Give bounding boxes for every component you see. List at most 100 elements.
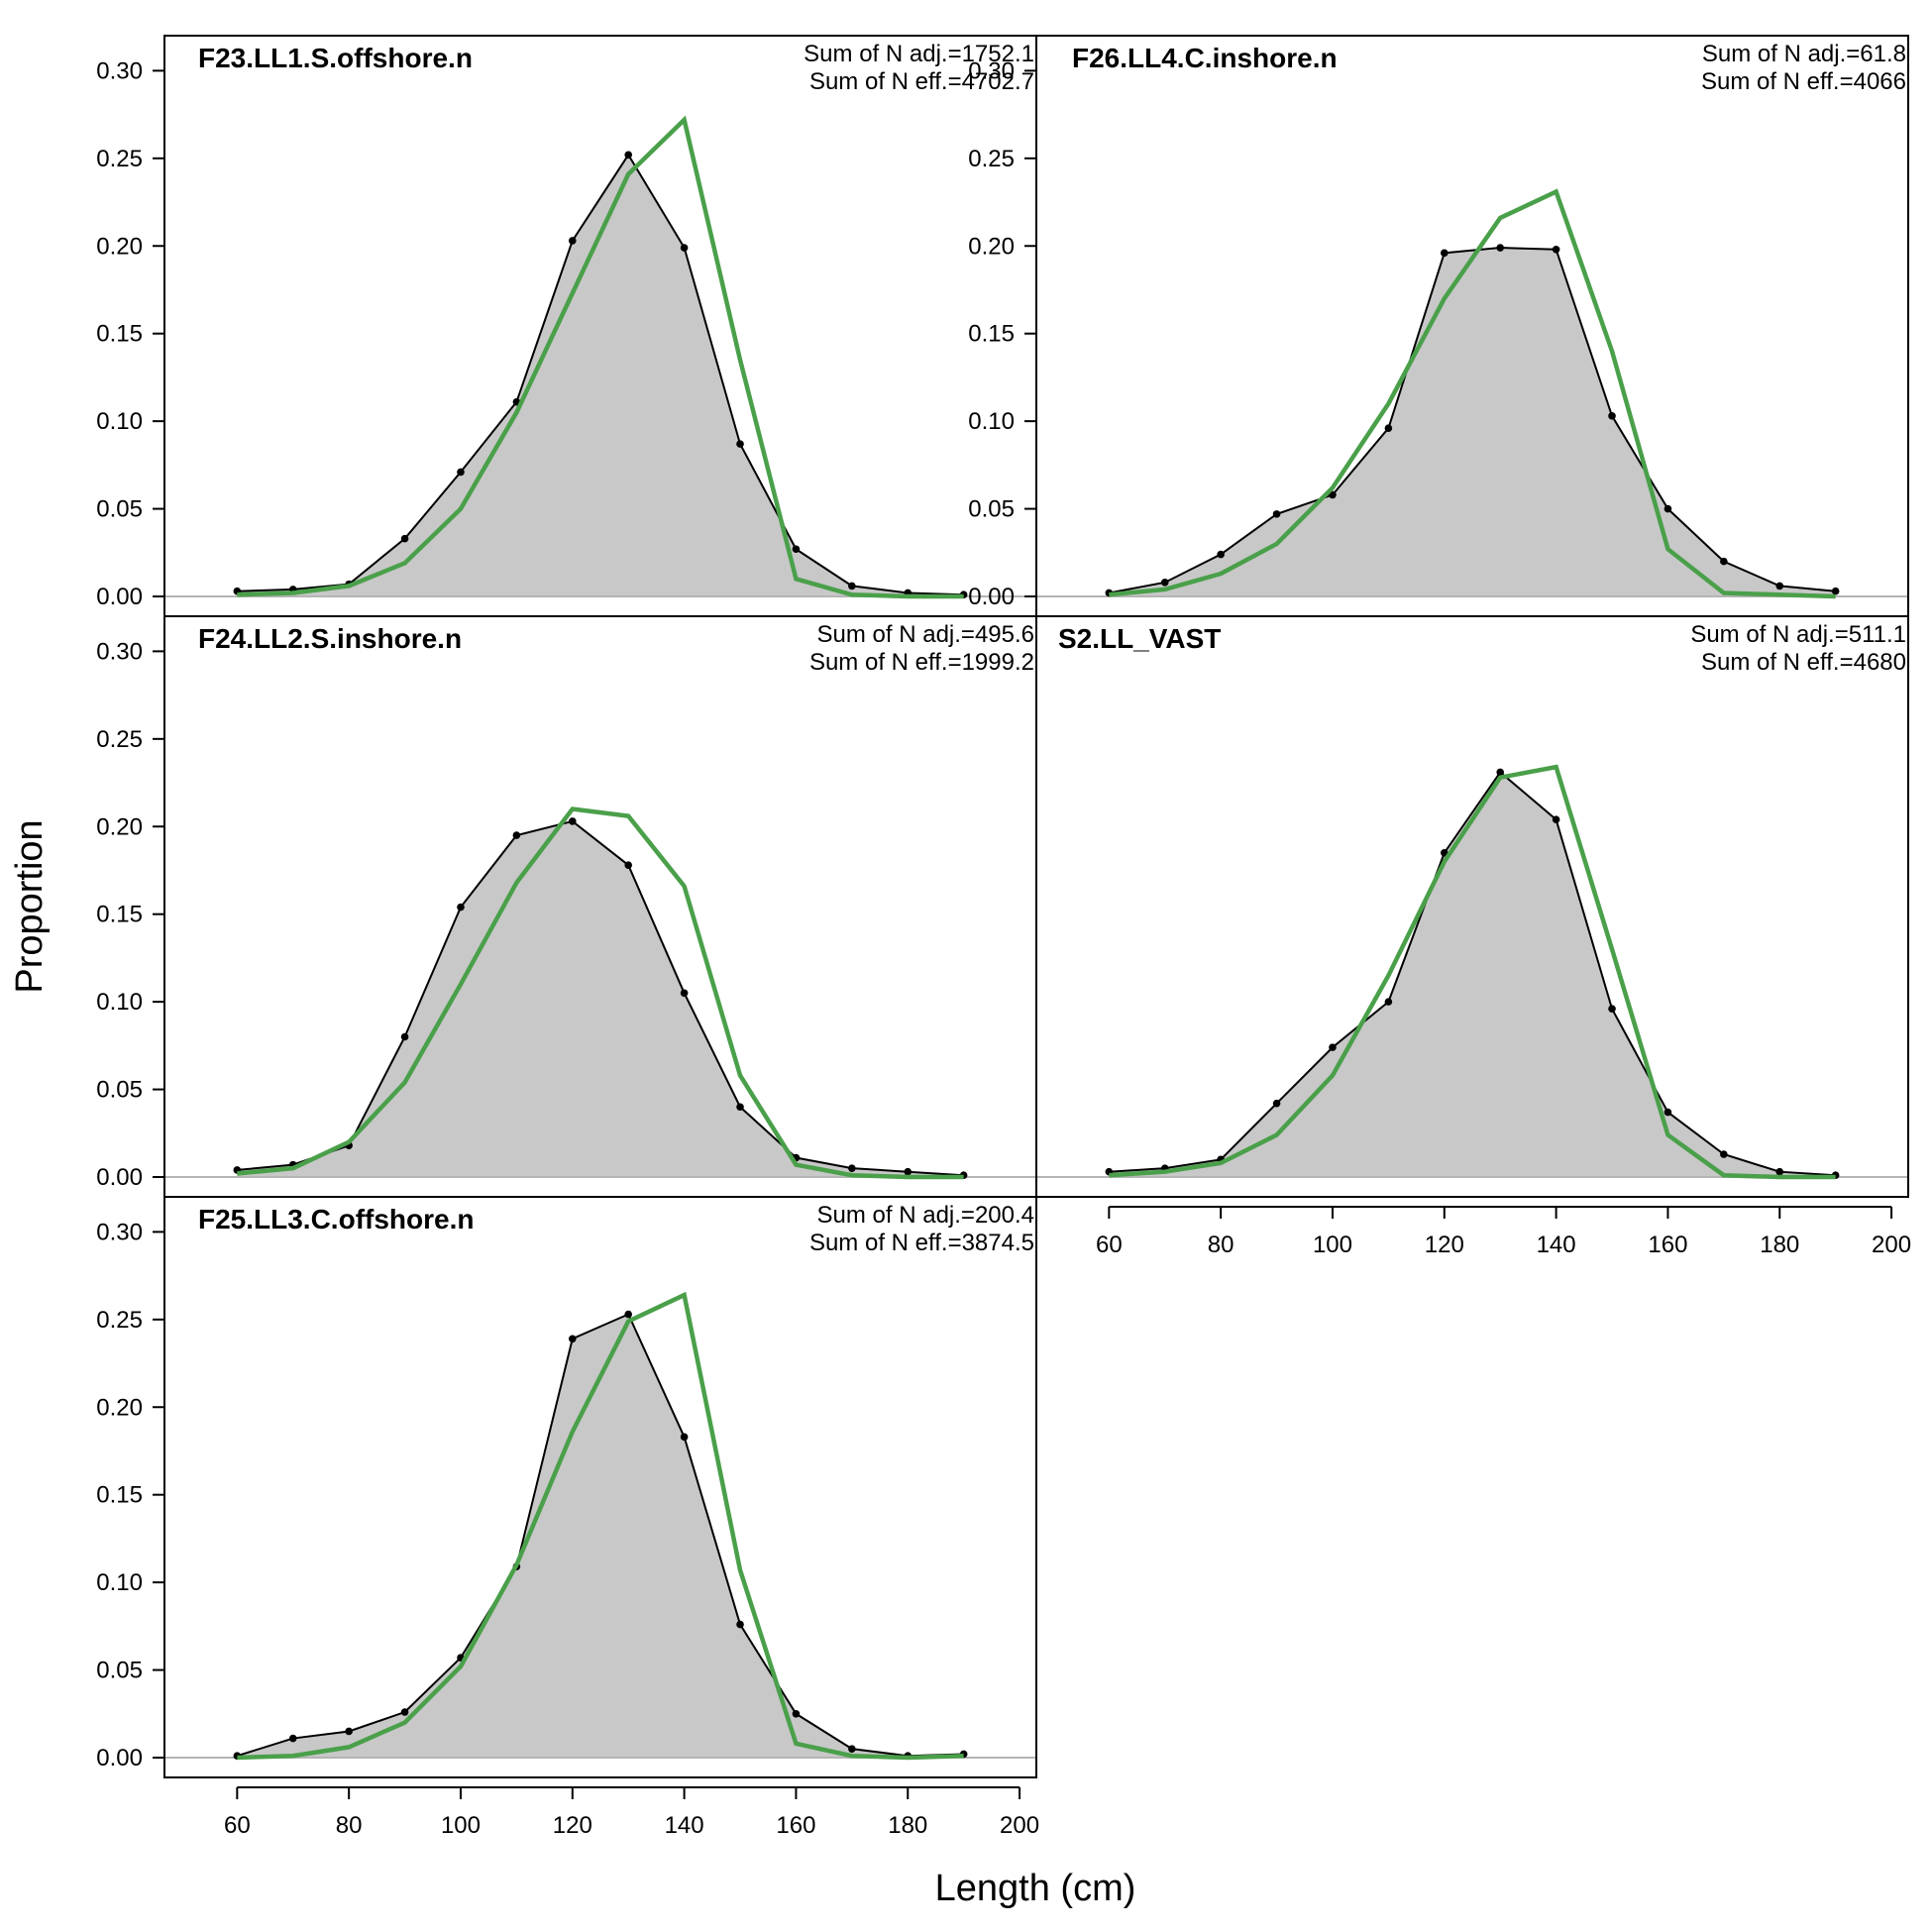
observed-point xyxy=(736,1103,744,1112)
x-tick-label: 180 xyxy=(888,1812,927,1839)
observed-point xyxy=(1775,1167,1784,1176)
observed-point xyxy=(1440,848,1449,857)
y-tick-label: 0.00 xyxy=(968,584,1015,610)
y-tick-label: 0.10 xyxy=(96,989,143,1016)
y-tick-label: 0.20 xyxy=(968,233,1015,260)
panel-title: F23.LL1.S.offshore.n xyxy=(198,43,473,73)
observed-point xyxy=(848,1745,856,1753)
y-tick-label: 0.30 xyxy=(968,57,1015,84)
observed-area xyxy=(1109,248,1836,597)
observed-point xyxy=(680,989,689,998)
observed-point xyxy=(736,1620,744,1629)
observed-point xyxy=(1664,504,1672,513)
observed-point xyxy=(1608,1005,1616,1013)
panel-title: F24.LL2.S.inshore.n xyxy=(198,623,462,654)
observed-point xyxy=(1384,424,1393,433)
x-axis-label: Length (cm) xyxy=(935,1868,1136,1909)
sum-n-adj: Sum of N adj.=1752.1 xyxy=(804,41,1034,67)
observed-point xyxy=(904,1167,912,1176)
x-tick-label: 60 xyxy=(1096,1232,1123,1258)
observed-point xyxy=(1496,244,1505,252)
observed-point xyxy=(512,831,521,839)
y-tick-label: 0.25 xyxy=(96,726,143,753)
panel-5: 0.00 0.05 0.10 0.15 0.20 0.25 0.30 60 80 100 120 14… xyxy=(96,1196,1039,1839)
x-tick-label: 200 xyxy=(1000,1812,1039,1839)
x-tick-label: 180 xyxy=(1760,1232,1799,1258)
observed-area xyxy=(237,820,964,1177)
sum-n-eff: Sum of N eff.=1999.2 xyxy=(809,649,1034,676)
observed-point xyxy=(400,534,409,543)
observed-point xyxy=(1160,579,1169,587)
y-tick-label: 0.20 xyxy=(96,813,143,840)
sum-n-adj: Sum of N adj.=511.1 xyxy=(1690,621,1906,648)
y-tick-label: 0.00 xyxy=(96,1164,143,1191)
observed-line xyxy=(237,1313,964,1758)
y-tick-label: 0.05 xyxy=(968,496,1015,523)
observed-point xyxy=(1775,582,1784,590)
observed-line xyxy=(237,153,964,596)
y-tick-label: 0.10 xyxy=(968,408,1015,435)
x-tick-label: 60 xyxy=(224,1812,251,1839)
y-tick-label: 0.05 xyxy=(96,1658,143,1684)
observed-area xyxy=(237,155,964,596)
x-tick-label: 160 xyxy=(776,1812,815,1839)
observed-point xyxy=(624,861,633,869)
sum-n-eff: Sum of N eff.=4702.7 xyxy=(809,68,1034,95)
observed-point xyxy=(792,545,801,554)
observed-point xyxy=(1831,587,1840,595)
observed-point xyxy=(680,1433,689,1442)
panel-1: 0.00 0.05 0.10 0.15 0.20 0.25 0.30 F23.LL1.S.of… xyxy=(96,35,1037,617)
y-tick-label: 0.05 xyxy=(96,496,143,523)
expected-line xyxy=(1109,764,1836,1180)
observed-point xyxy=(1664,1108,1672,1117)
expected-line xyxy=(237,806,964,1180)
observed-point xyxy=(1552,245,1560,254)
y-tick-label: 0.30 xyxy=(96,638,143,665)
panel-3: 0.00 0.05 0.10 0.15 0.20 0.25 0.30 F24.LL2.S.in… xyxy=(96,615,1037,1198)
y-tick-label: 0.15 xyxy=(96,1482,143,1509)
panel-frame xyxy=(1035,615,1909,1198)
observed-point xyxy=(568,1335,577,1343)
expected-line xyxy=(237,115,964,599)
observed-point xyxy=(624,151,633,160)
y-tick-label: 0.00 xyxy=(96,1745,143,1771)
y-tick-label: 0.00 xyxy=(96,584,143,610)
panel-frame xyxy=(163,1196,1037,1778)
x-tick-label: 100 xyxy=(441,1812,481,1839)
y-tick-label: 0.20 xyxy=(96,233,143,260)
y-tick-label: 0.10 xyxy=(96,1569,143,1596)
observed-point xyxy=(400,1708,409,1716)
x-tick-label: 120 xyxy=(1425,1232,1464,1258)
observed-point xyxy=(457,468,465,477)
observed-point xyxy=(624,1310,633,1319)
y-tick-label: 0.15 xyxy=(96,321,143,348)
observed-point xyxy=(345,1727,353,1736)
observed-point xyxy=(568,817,577,825)
observed-point xyxy=(568,237,577,245)
observed-point xyxy=(1496,768,1505,777)
observed-point xyxy=(1720,1150,1728,1158)
sum-n-adj: Sum of N adj.=495.6 xyxy=(817,621,1034,648)
x-tick-label: 80 xyxy=(1208,1232,1234,1258)
x-tick-label: 100 xyxy=(1313,1232,1352,1258)
y-tick-label: 0.25 xyxy=(968,146,1015,172)
observed-point xyxy=(457,903,465,912)
expected-line xyxy=(1109,188,1836,599)
y-axis-label: Proportion xyxy=(9,819,51,993)
panel-title: F25.LL3.C.offshore.n xyxy=(198,1204,474,1234)
observed-point xyxy=(400,1032,409,1041)
x-tick-label: 200 xyxy=(1872,1232,1911,1258)
observed-point xyxy=(1552,815,1560,823)
panel-title: S2.LL_VAST xyxy=(1058,623,1221,654)
panels: 0.00 0.05 0.10 0.15 0.20 0.25 0.30 F23.LL1.S.of… xyxy=(96,35,1911,1839)
observed-point xyxy=(848,582,856,590)
panel-2: 0.00 0.05 0.10 0.15 0.20 0.25 0.30 F26.LL4.C.in… xyxy=(968,35,1909,617)
sum-n-adj: Sum of N adj.=200.4 xyxy=(817,1202,1034,1229)
observed-point xyxy=(848,1164,856,1172)
observed-point xyxy=(1608,412,1616,420)
y-tick-label: 0.15 xyxy=(96,902,143,928)
observed-point xyxy=(288,1734,297,1743)
sum-n-eff: Sum of N eff.=4680 xyxy=(1701,649,1906,676)
sum-n-eff: Sum of N eff.=4066 xyxy=(1701,68,1906,95)
